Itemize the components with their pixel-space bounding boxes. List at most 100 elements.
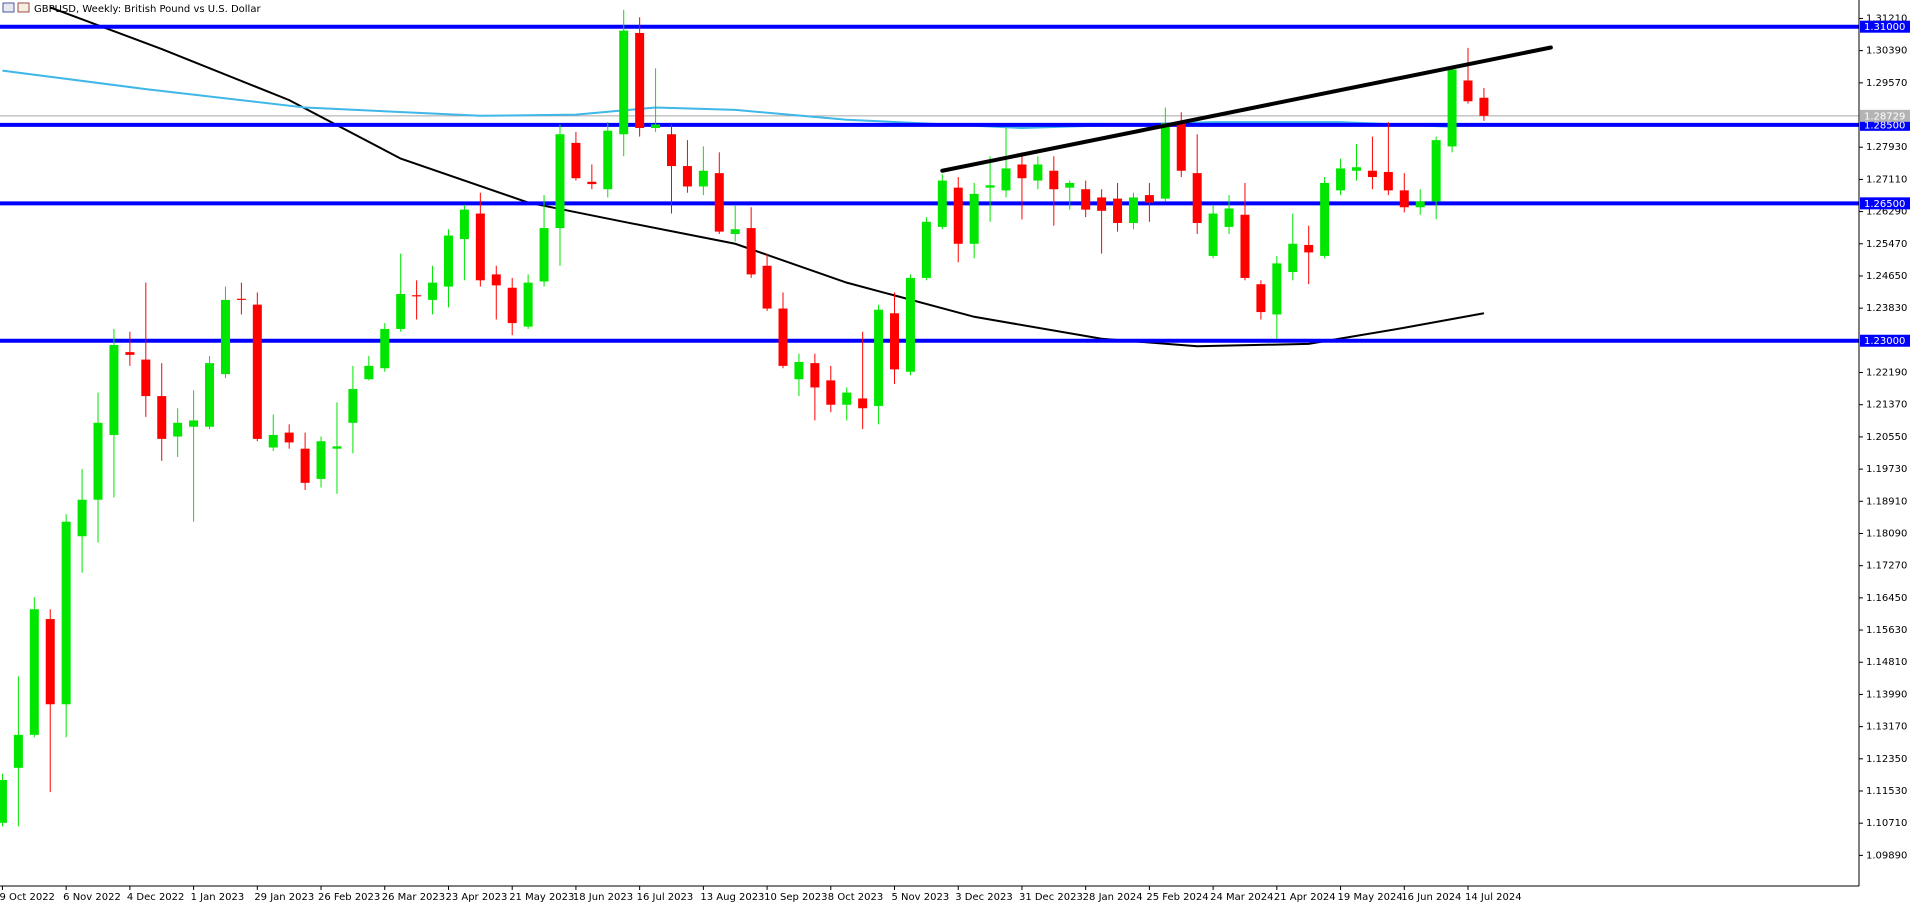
candle-body (45, 619, 55, 705)
candle-body (364, 365, 374, 380)
candle-body (507, 287, 517, 324)
candle-body (0, 780, 7, 823)
y-tick-label: 1.13990 (1866, 689, 1907, 700)
y-tick-label: 1.26290 (1866, 207, 1907, 218)
x-tick-label: 24 Mar 2024 (1210, 892, 1273, 903)
current-price-label: 1.28729 (1864, 111, 1905, 122)
y-tick-label: 1.22190 (1866, 368, 1907, 379)
candle-body (1240, 214, 1250, 278)
candle-body (985, 185, 995, 188)
candle-body (890, 313, 900, 370)
y-tick-label: 1.27110 (1866, 174, 1907, 185)
candle-body (109, 345, 119, 435)
candle-body (1097, 197, 1107, 211)
candle-body (475, 213, 485, 281)
candle-body (1017, 164, 1027, 179)
candle-body (1049, 170, 1059, 190)
candle-body (61, 521, 71, 705)
candle-body (173, 422, 183, 437)
x-tick-label: 6 Nov 2022 (63, 892, 121, 903)
x-tick-label: 13 Aug 2023 (700, 892, 764, 903)
y-tick-label: 1.19730 (1866, 464, 1907, 475)
candle-body (1479, 97, 1489, 116)
candle-body (698, 170, 708, 187)
candle-body (1304, 244, 1314, 253)
x-tick-label: 25 Feb 2024 (1146, 892, 1208, 903)
x-tick-label: 29 Jan 2023 (254, 892, 314, 903)
candle-body (1224, 208, 1234, 227)
candle-body (794, 361, 804, 380)
x-tick-label: 4 Dec 2022 (127, 892, 185, 903)
y-tick-label: 1.13170 (1866, 722, 1907, 733)
y-tick-label: 1.16450 (1866, 593, 1907, 604)
candle-body (937, 180, 947, 227)
candle-body (603, 130, 613, 190)
candle-body (1033, 164, 1043, 181)
candle-body (1113, 198, 1123, 223)
candle-body (29, 609, 39, 735)
candle-body (316, 441, 326, 479)
level-price-label: 1.31000 (1864, 22, 1905, 33)
candle-body (1176, 122, 1186, 171)
candle-body (300, 448, 310, 483)
y-tick-label: 1.14810 (1866, 657, 1907, 668)
candle-body (635, 32, 645, 128)
x-tick-label: 21 May 2023 (509, 892, 574, 903)
candle-body (571, 142, 581, 179)
candle-body (746, 228, 756, 275)
candle-body (1336, 168, 1346, 191)
candle-body (969, 193, 979, 244)
level-price-label: 1.26500 (1864, 199, 1905, 210)
candle-body (682, 166, 692, 187)
trendline (940, 45, 1553, 173)
candle-body (1383, 171, 1393, 191)
x-tick-label: 16 Jun 2024 (1401, 892, 1461, 903)
candle-body (1415, 201, 1425, 208)
candle-body (587, 181, 597, 185)
candle-body (1272, 263, 1282, 315)
y-tick-label: 1.27930 (1866, 142, 1907, 153)
candle-body (1128, 197, 1138, 223)
candle-body (13, 734, 23, 768)
candle-body (1192, 173, 1202, 223)
y-tick-label: 1.18090 (1866, 528, 1907, 539)
y-tick-label: 1.25470 (1866, 239, 1907, 250)
candle-body (348, 389, 358, 423)
candle-body (1320, 182, 1330, 256)
chart-title: GBPUSD, Weekly: British Pound vs U.S. Do… (34, 4, 261, 15)
candle-body (523, 282, 533, 327)
x-tick-label: 8 Oct 2023 (828, 892, 883, 903)
y-tick-label: 1.20550 (1866, 432, 1907, 443)
y-tick-label: 1.29570 (1866, 78, 1907, 89)
candle-body (396, 294, 406, 329)
current-price-box (1860, 109, 1910, 122)
level-price-box (1860, 197, 1910, 210)
candle-body (1431, 140, 1441, 202)
y-tick-label: 1.21370 (1866, 400, 1907, 411)
level-price-box (1860, 334, 1910, 347)
level-price-box (1860, 20, 1910, 33)
candle-body (491, 274, 501, 286)
candle-body (778, 308, 788, 366)
candle-body (842, 392, 852, 405)
x-tick-label: 10 Sep 2023 (764, 892, 827, 903)
y-tick-label: 1.18910 (1866, 496, 1907, 507)
candle-body (874, 309, 884, 406)
candle-body (236, 298, 246, 300)
y-tick-label: 1.09890 (1866, 850, 1907, 861)
candle-body (1081, 189, 1091, 210)
candle-body (1447, 69, 1457, 147)
candle-body (1065, 182, 1075, 188)
x-tick-label: 16 Jul 2023 (637, 892, 694, 903)
level-price-label: 1.28500 (1864, 120, 1905, 131)
y-tick-label: 1.30390 (1866, 46, 1907, 57)
candle-body (125, 352, 135, 355)
candle-body (826, 380, 836, 405)
candle-body (93, 422, 103, 500)
candle-body (77, 499, 87, 537)
y-tick-label: 1.23830 (1866, 303, 1907, 314)
candle-body (189, 420, 199, 427)
y-tick-label: 1.10710 (1866, 818, 1907, 829)
